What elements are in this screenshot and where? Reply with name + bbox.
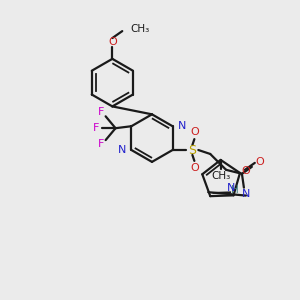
Text: F: F <box>98 107 104 117</box>
Text: O: O <box>190 127 199 137</box>
Text: F: F <box>92 123 99 133</box>
Text: N: N <box>242 189 250 199</box>
Text: CH₃: CH₃ <box>130 24 149 34</box>
Text: O: O <box>108 37 117 47</box>
Text: CH₃: CH₃ <box>211 171 230 181</box>
Text: N: N <box>227 183 236 194</box>
Text: N: N <box>118 145 126 155</box>
Text: S: S <box>188 143 196 157</box>
Text: F: F <box>98 139 104 149</box>
Text: H: H <box>231 184 239 195</box>
Text: O: O <box>190 163 199 173</box>
Text: O: O <box>255 157 264 167</box>
Text: O: O <box>242 166 250 176</box>
Text: N: N <box>178 121 186 131</box>
